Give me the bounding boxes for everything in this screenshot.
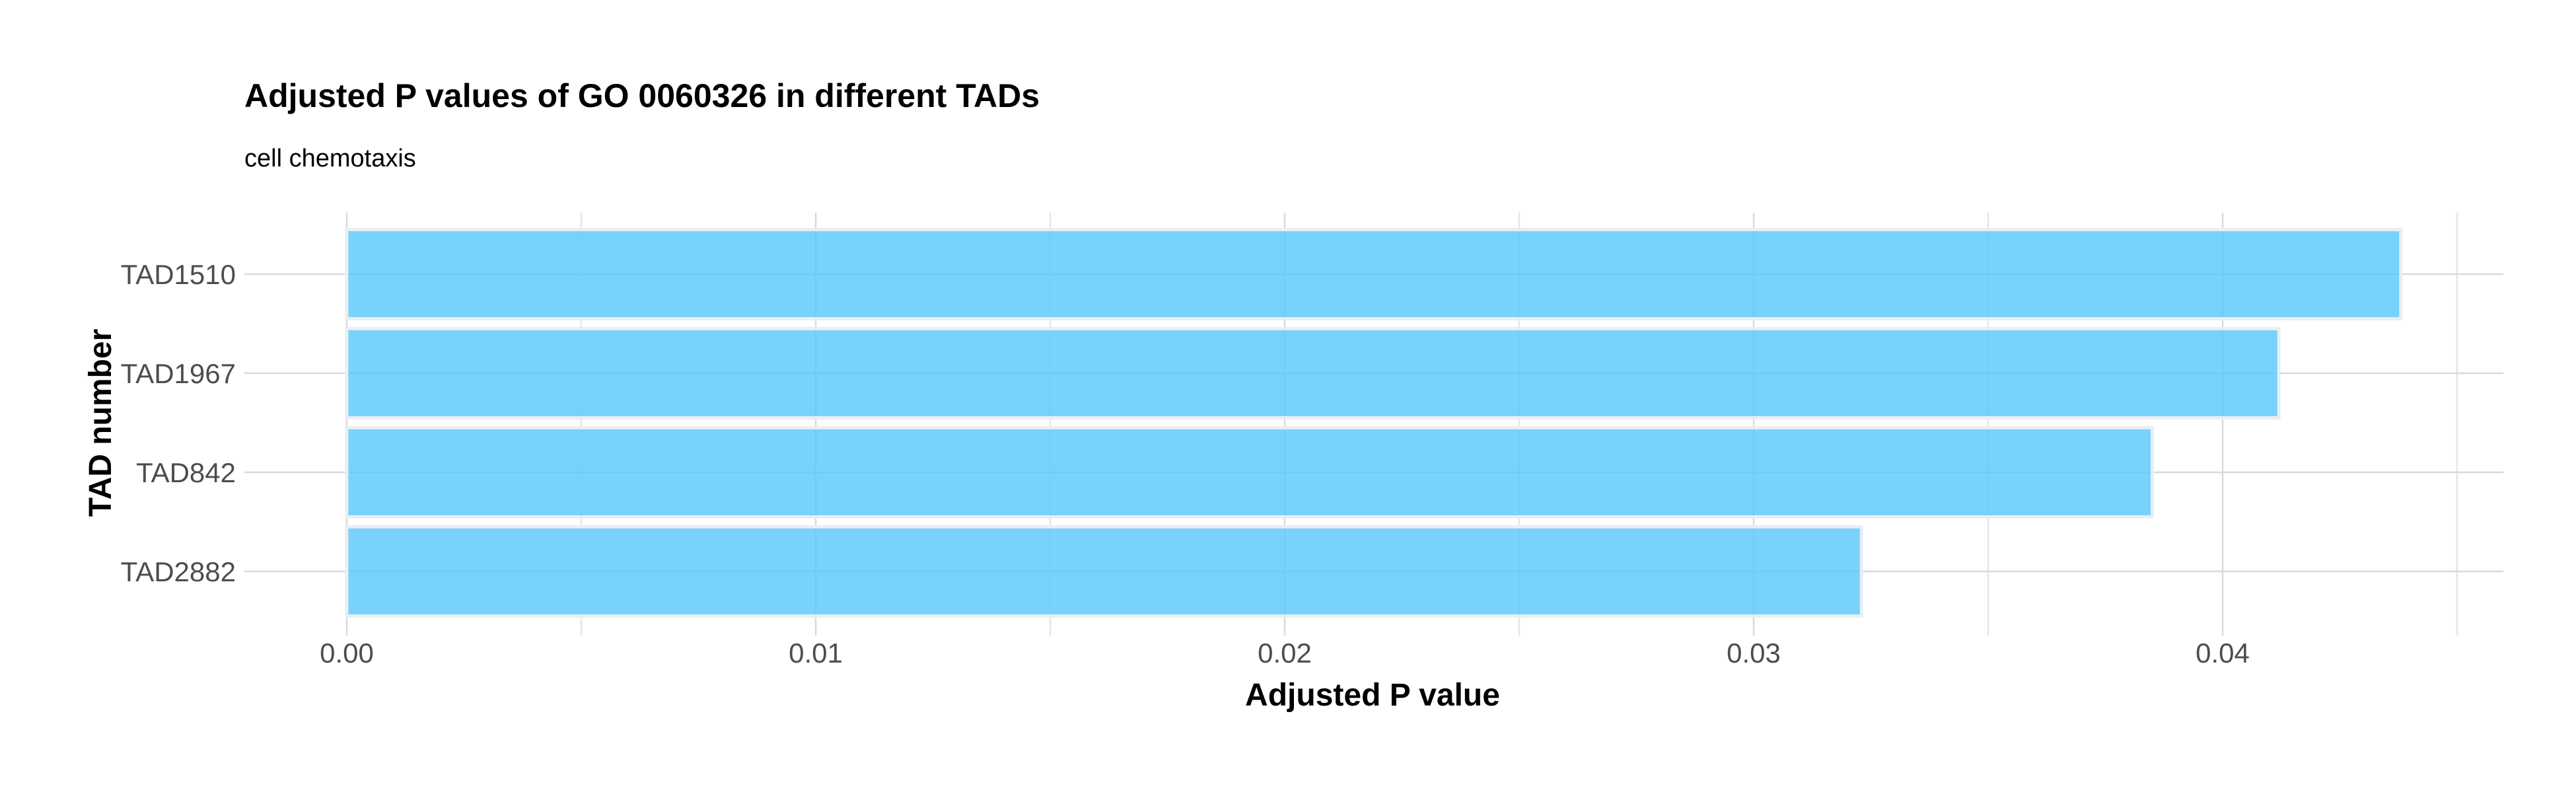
x-tick-label: 0.04 [2196,637,2250,669]
tick-labels: TAD1510 TAD1967 TAD842 TAD2882 0.00 0.01 0.02 0… [121,259,2250,669]
chart-title: Adjusted P values of GO 0060326 in diffe… [244,77,1040,114]
bar-tad1967 [345,327,2281,419]
x-tick-label: 0.02 [1258,637,1312,669]
x-axis-title: Adjusted P value [1245,678,1500,713]
chart-subtitle: cell chemotaxis [244,145,416,172]
bar-tad1510 [345,228,2403,320]
x-tick-label: 0.01 [789,637,843,669]
y-tick-label: TAD2882 [121,556,236,587]
bar-tad2882 [345,525,1863,618]
x-tick-label: 0.03 [1727,637,1781,669]
bar-tad842 [345,426,2154,519]
y-tick-label: TAD1510 [121,259,236,290]
y-axis-title: TAD number [83,329,118,517]
y-tick-label: TAD842 [136,457,236,488]
y-tick-label: TAD1967 [121,358,236,389]
bars [345,228,2403,618]
x-tick-label: 0.00 [320,637,374,669]
